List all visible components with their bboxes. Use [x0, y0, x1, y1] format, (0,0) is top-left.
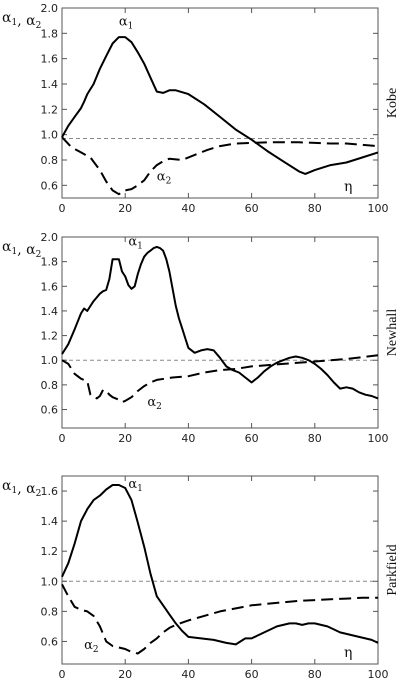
- y-tick-label: 0.8: [41, 605, 59, 618]
- x-tick-label: 40: [181, 668, 195, 681]
- x-tick-label: 60: [245, 668, 259, 681]
- x-tick-label: 0: [59, 432, 66, 445]
- x-tick-label: 20: [118, 668, 132, 681]
- series-line-alpha1: [61, 484, 379, 646]
- y-tick-label: 1.4: [41, 515, 59, 528]
- x-tick-label: 40: [181, 202, 195, 215]
- y-tick-label: 1.0: [41, 575, 59, 588]
- panel-label: Newhall: [385, 309, 400, 357]
- y-tick-label: 0.8: [41, 154, 59, 167]
- x-tick-label: 80: [308, 432, 322, 445]
- y-tick-label: 0.6: [41, 179, 59, 192]
- panel-newhall: 0 20 40 60 80 100 0.6 0.8 1.0 1.2 1.4 1.6 1.8 2.0 α1 α2…: [2, 231, 400, 445]
- series-line-alpha2: [61, 136, 379, 196]
- series-line-alpha1: [61, 36, 379, 175]
- plot-frame: [61, 475, 379, 665]
- x-tick-label: 100: [368, 432, 389, 445]
- y-tick-label: 1.6: [41, 280, 59, 293]
- x-tick-label: 80: [308, 202, 322, 215]
- x-tick-label: 0: [59, 202, 66, 215]
- x-tick-label: 20: [118, 432, 132, 445]
- x-tick-label: 80: [308, 668, 322, 681]
- y-tick-label: 0.8: [41, 379, 59, 392]
- series-label-alpha2: α2: [157, 169, 172, 186]
- y-tick-label: 1.0: [41, 129, 59, 142]
- y-tick-label: 2.0: [41, 2, 59, 15]
- y-axis-label: α1, α2: [2, 478, 41, 499]
- y-tick-label: 1.2: [41, 545, 59, 558]
- panel-label: Parkfield: [385, 544, 400, 595]
- x-tick-label: 60: [245, 202, 259, 215]
- series-line-alpha2: [61, 354, 379, 404]
- series-label-alpha1: α1: [128, 235, 143, 252]
- x-tick-label: 100: [368, 668, 389, 681]
- panel-label: Kobe: [385, 88, 400, 118]
- y-tick-label: 1.2: [41, 330, 59, 343]
- series-label-alpha2: α2: [84, 638, 99, 655]
- series-label-alpha1: α1: [119, 15, 134, 32]
- y-tick-label: 2.0: [41, 231, 59, 244]
- x-tick-label: 40: [181, 432, 195, 445]
- x-tick-label: 20: [118, 202, 132, 215]
- y-tick-label: 0.6: [41, 404, 59, 417]
- y-tick-label: 1.4: [41, 305, 59, 318]
- plot-frame: [61, 7, 379, 199]
- y-tick-label: 0.6: [41, 635, 59, 648]
- y-axis-label: α1, α2: [2, 239, 41, 260]
- x-tick-label: 0: [59, 668, 66, 681]
- panel-parkfield: 0 20 40 60 80 100 0.6 0.8 1.0 1.2 1.4 1.6 α1 α2 α1, α2…: [2, 475, 400, 681]
- plot-frame: [61, 236, 379, 429]
- x-axis-label: η: [344, 645, 352, 661]
- panel-kobe: 0 20 40 60 80 100 0.6 0.8 1.0 1.2 1.4 1.6 1.8 2.0 α1 α2…: [2, 2, 400, 215]
- series-line-alpha2: [61, 583, 378, 655]
- series-label-alpha1: α1: [128, 477, 143, 494]
- y-tick-label: 1.8: [41, 256, 59, 269]
- y-tick-label: 1.6: [41, 53, 59, 66]
- y-tick-label: 1.6: [41, 485, 59, 498]
- y-tick-label: 1.0: [41, 354, 59, 367]
- x-tick-label: 100: [368, 202, 389, 215]
- y-tick-label: 1.2: [41, 103, 59, 116]
- x-tick-label: 60: [245, 432, 259, 445]
- x-axis-label: η: [344, 179, 352, 195]
- y-axis-label: α1, α2: [2, 10, 41, 31]
- y-tick-label: 1.4: [41, 78, 59, 91]
- series-line-alpha1: [61, 245, 379, 400]
- series-label-alpha2: α2: [147, 395, 162, 412]
- y-tick-label: 1.8: [41, 27, 59, 40]
